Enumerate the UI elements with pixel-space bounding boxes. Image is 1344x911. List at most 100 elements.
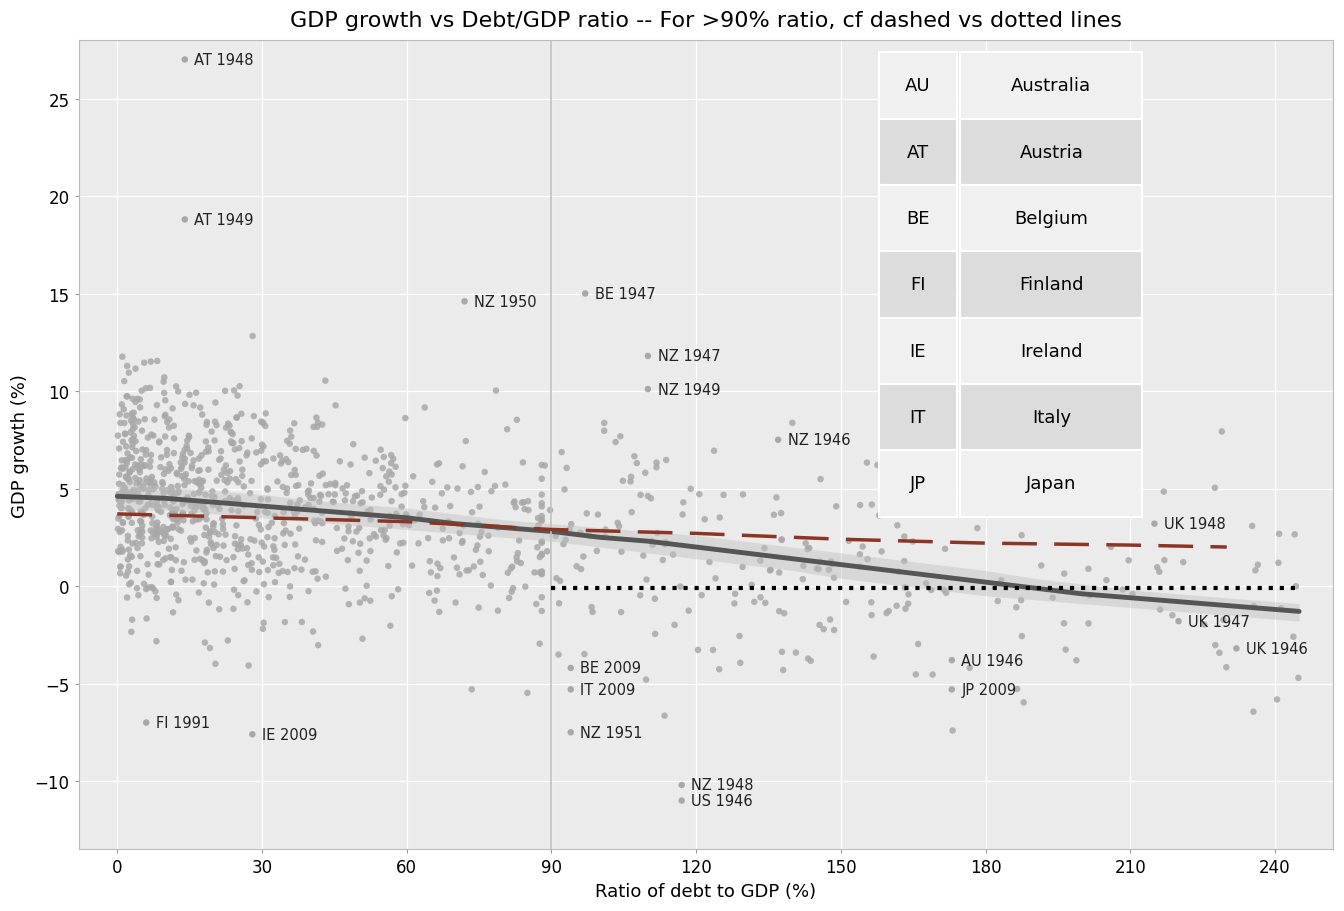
Point (995, 492, 1016, 507)
Point (253, 555, 274, 569)
Point (157, 483, 179, 497)
Point (922, 668, 943, 682)
Bar (961, 318, 1142, 384)
Point (204, 565, 226, 579)
Point (180, 446, 202, 461)
Point (314, 478, 336, 493)
Point (177, 490, 199, 505)
Point (375, 533, 396, 548)
Point (327, 544, 348, 558)
Point (863, 650, 884, 664)
Point (773, 606, 794, 620)
Point (192, 502, 214, 517)
Point (297, 487, 319, 502)
Point (1215, 660, 1236, 675)
Point (323, 495, 344, 509)
Point (390, 537, 411, 551)
Point (226, 411, 247, 425)
Point (163, 495, 184, 509)
Point (466, 538, 488, 553)
Point (176, 434, 198, 448)
Point (852, 539, 874, 554)
Point (218, 417, 239, 432)
Point (446, 482, 468, 496)
Point (188, 464, 210, 478)
Point (112, 524, 133, 538)
Point (474, 466, 496, 480)
Point (724, 587, 746, 601)
Point (380, 456, 402, 471)
Point (120, 451, 141, 466)
Point (464, 559, 485, 574)
Point (274, 615, 296, 630)
Point (161, 510, 183, 525)
Point (257, 493, 278, 507)
Point (797, 542, 818, 557)
Point (1282, 630, 1304, 644)
Point (255, 455, 277, 469)
Point (687, 643, 708, 658)
Point (110, 559, 132, 574)
Point (140, 524, 161, 538)
Point (146, 519, 168, 534)
Point (469, 555, 491, 569)
Point (184, 553, 206, 568)
Point (152, 482, 173, 496)
Point (306, 420, 328, 435)
Point (512, 456, 534, 470)
Point (126, 581, 148, 596)
Point (120, 548, 141, 563)
Point (128, 495, 149, 509)
Point (110, 501, 132, 516)
Point (398, 518, 419, 533)
Point (141, 580, 163, 595)
Point (302, 502, 324, 517)
Point (348, 521, 370, 536)
Point (426, 557, 448, 571)
Point (286, 497, 308, 512)
Point (641, 534, 663, 548)
Point (309, 488, 331, 503)
Point (349, 564, 371, 578)
Point (270, 456, 292, 471)
Point (284, 561, 305, 576)
Point (426, 457, 448, 472)
Point (1011, 502, 1032, 517)
Point (172, 507, 194, 522)
Point (1204, 481, 1226, 496)
Point (809, 618, 831, 632)
Point (195, 521, 216, 536)
Point (277, 434, 298, 448)
Point (610, 545, 632, 559)
Point (146, 500, 168, 515)
Point (921, 583, 942, 598)
Point (130, 522, 152, 537)
Point (173, 469, 195, 484)
Point (188, 477, 210, 492)
Point (112, 516, 133, 530)
Point (156, 415, 177, 430)
Point (530, 566, 551, 580)
Point (1172, 555, 1193, 569)
Point (1066, 653, 1087, 668)
Point (414, 500, 435, 515)
Point (110, 560, 132, 575)
Point (655, 537, 676, 552)
Point (224, 472, 246, 486)
Point (172, 497, 194, 512)
Point (366, 530, 387, 545)
Point (200, 425, 222, 439)
Point (134, 413, 156, 427)
Point (637, 383, 659, 397)
Point (741, 578, 762, 592)
Point (159, 508, 180, 523)
Point (743, 595, 765, 609)
Point (129, 478, 151, 493)
Text: JP 2009: JP 2009 (961, 682, 1016, 697)
Point (382, 589, 403, 604)
Point (257, 530, 278, 545)
Point (856, 456, 878, 470)
Point (210, 445, 231, 459)
Point (109, 498, 130, 513)
Point (531, 513, 552, 527)
